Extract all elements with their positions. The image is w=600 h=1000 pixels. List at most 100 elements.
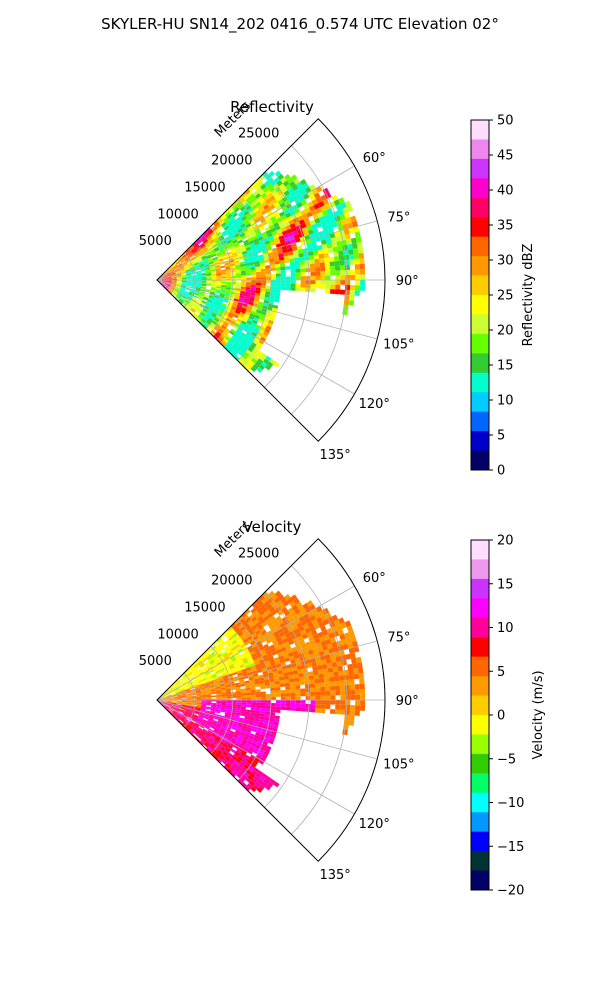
radar-cell	[261, 361, 268, 368]
radar-cell	[235, 266, 241, 270]
radar-cell	[201, 729, 207, 734]
radar-cell	[237, 327, 243, 332]
radar-cell	[200, 673, 206, 678]
radar-cell	[330, 270, 336, 276]
radar-cell	[200, 690, 206, 694]
colorbar-swatch	[471, 295, 489, 315]
radar-cell	[319, 235, 326, 241]
radar-cell	[171, 275, 177, 277]
radar-cell	[234, 760, 240, 766]
radar-cell	[218, 729, 225, 734]
radar-cell	[217, 301, 223, 305]
radar-cell	[253, 678, 260, 682]
radar-cell	[236, 277, 242, 280]
radar-cell	[304, 683, 311, 689]
radar-cell	[185, 718, 191, 723]
radar-cell	[164, 270, 170, 275]
radar-cell	[231, 228, 238, 234]
radar-cell	[350, 215, 357, 223]
radar-cell	[269, 778, 276, 785]
radar-cell	[219, 738, 225, 744]
radar-cell	[165, 691, 170, 695]
radar-cell	[229, 224, 235, 230]
radar-cell	[268, 300, 274, 305]
radar-cell	[235, 749, 242, 754]
radar-cell	[343, 724, 349, 731]
radar-cell	[246, 782, 253, 789]
radar-cell	[203, 716, 209, 720]
radar-cell	[328, 227, 335, 234]
radar-cell	[233, 298, 239, 302]
radar-cell	[208, 260, 214, 264]
radar-cell	[218, 666, 225, 671]
radar-cell	[311, 643, 318, 650]
radar-cell	[226, 283, 232, 286]
radar-cell	[221, 272, 227, 275]
radar-cell	[172, 712, 177, 717]
radar-cell	[265, 618, 272, 625]
radar-cell	[238, 314, 245, 319]
radar-cell	[309, 679, 315, 684]
radar-cell	[206, 312, 212, 317]
radar-cell	[351, 220, 359, 228]
radar-cell	[203, 743, 209, 748]
colorbar-tick-label: 40	[497, 184, 514, 199]
radar-cell	[275, 624, 282, 631]
radar-cell	[215, 706, 222, 709]
radar-cell	[337, 665, 344, 672]
radar-cell	[249, 294, 255, 299]
radar-cell	[228, 635, 235, 641]
radar-cell	[211, 275, 217, 278]
radar-cell	[240, 234, 247, 240]
radar-cell	[245, 742, 251, 748]
radar-cell	[183, 255, 189, 259]
radar-cell	[247, 225, 253, 231]
radar-cell	[248, 327, 255, 333]
radar-cell	[217, 255, 223, 259]
radar-cell	[214, 307, 220, 312]
radar-cell	[171, 277, 177, 279]
radar-cell	[230, 622, 237, 629]
radar-cell	[215, 659, 221, 664]
radar-cell	[268, 644, 275, 650]
radar-cell	[210, 291, 216, 294]
radar-cell	[165, 691, 170, 695]
radar-cell	[309, 194, 316, 202]
radar-cell	[320, 691, 326, 696]
radar-cell	[342, 244, 348, 251]
radar-cell	[204, 233, 210, 239]
radar-cell	[186, 703, 192, 705]
radar-cell	[274, 660, 281, 665]
radar-cell	[220, 737, 226, 742]
radar-cell	[314, 217, 321, 224]
radar-cell	[235, 740, 241, 745]
radar-cell	[229, 295, 235, 299]
radar-cell	[298, 639, 306, 645]
radar-cell	[181, 273, 187, 276]
radar-cell	[280, 286, 286, 291]
radar-cell	[288, 235, 295, 241]
radar-cell	[254, 683, 261, 688]
radar-cell	[202, 238, 208, 243]
radar-cell	[218, 678, 224, 682]
radar-cell	[354, 258, 360, 265]
radar-cell	[258, 736, 265, 741]
radar-cell	[233, 256, 239, 260]
radar-cell	[243, 258, 250, 262]
radar-cell	[205, 672, 211, 677]
radar-cell	[214, 264, 221, 268]
radar-cell	[300, 283, 306, 288]
radar-cell	[166, 702, 172, 704]
radar-cell	[185, 271, 191, 274]
radar-cell	[236, 702, 242, 705]
radar-cell	[235, 758, 242, 764]
radar-cell	[223, 764, 229, 771]
radar-cell	[208, 715, 215, 719]
radar-cell	[190, 666, 195, 672]
radar-cell	[258, 721, 264, 726]
radar-cell	[349, 710, 355, 716]
radar-cell	[188, 683, 194, 687]
radar-cell	[179, 688, 185, 692]
radar-cell	[189, 253, 194, 258]
radar-cell	[248, 315, 255, 320]
